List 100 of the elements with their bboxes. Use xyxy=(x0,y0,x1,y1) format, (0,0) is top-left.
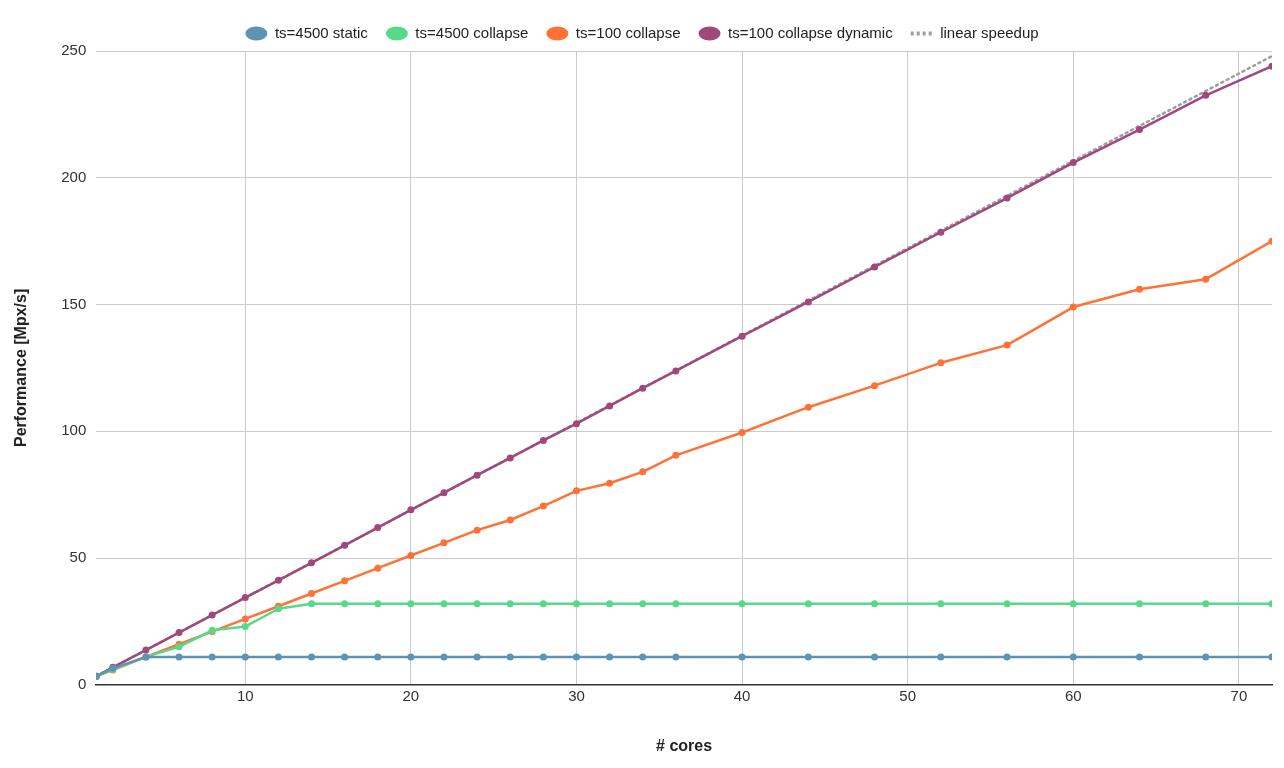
point xyxy=(539,600,547,608)
point xyxy=(804,403,812,411)
point xyxy=(1069,159,1077,167)
legend-label: ts=4500 collapse xyxy=(415,23,529,41)
point xyxy=(539,436,547,444)
point xyxy=(506,600,514,608)
point xyxy=(374,653,382,661)
legend-label: ts=4500 static xyxy=(274,23,369,41)
point xyxy=(241,594,249,602)
point xyxy=(539,653,547,661)
point xyxy=(572,653,580,661)
y-axis-title: Performance [Mpx/s] xyxy=(12,288,30,448)
point xyxy=(1202,600,1210,608)
point xyxy=(937,600,945,608)
point xyxy=(606,600,614,608)
point xyxy=(572,420,580,428)
point xyxy=(606,402,614,410)
point xyxy=(506,653,514,661)
point xyxy=(1003,194,1011,202)
point xyxy=(241,622,249,630)
point xyxy=(738,600,746,608)
x-tick-label: 70 xyxy=(1230,686,1248,704)
point xyxy=(1003,653,1011,661)
point xyxy=(937,653,945,661)
x-axis-title: # cores xyxy=(656,736,713,754)
point xyxy=(606,653,614,661)
y-tick-label: 250 xyxy=(61,41,87,59)
point xyxy=(937,228,945,236)
point xyxy=(572,600,580,608)
point xyxy=(506,454,514,462)
point xyxy=(473,600,481,608)
point xyxy=(672,600,680,608)
point xyxy=(1136,600,1144,608)
legend-label: linear speedup xyxy=(940,23,1039,41)
y-tick-label: 100 xyxy=(61,421,87,439)
point xyxy=(804,298,812,306)
y-tick-label: 0 xyxy=(77,674,87,692)
point xyxy=(473,526,481,534)
x-tick-label: 40 xyxy=(733,686,751,704)
point xyxy=(374,600,382,608)
point xyxy=(871,263,879,271)
point xyxy=(1136,653,1144,661)
x-tick-label: 60 xyxy=(1064,686,1082,704)
point xyxy=(142,646,150,654)
point xyxy=(1003,341,1011,349)
point xyxy=(374,524,382,532)
point xyxy=(341,600,349,608)
point xyxy=(407,506,415,514)
legend-label: ts=100 collapse xyxy=(575,23,681,41)
point xyxy=(308,600,316,608)
point xyxy=(1202,653,1210,661)
point xyxy=(539,502,547,510)
point xyxy=(1136,285,1144,293)
point xyxy=(804,653,812,661)
point xyxy=(440,539,448,547)
point xyxy=(1136,126,1144,134)
point xyxy=(506,516,514,524)
point xyxy=(1202,91,1210,99)
point xyxy=(440,600,448,608)
point xyxy=(473,471,481,479)
point xyxy=(440,653,448,661)
point xyxy=(639,653,647,661)
point xyxy=(407,653,415,661)
point xyxy=(241,653,249,661)
x-tick-label: 20 xyxy=(402,686,420,704)
point xyxy=(672,451,680,459)
point xyxy=(1069,653,1077,661)
point xyxy=(208,653,216,661)
point xyxy=(175,653,183,661)
point xyxy=(572,487,580,495)
point xyxy=(672,653,680,661)
point xyxy=(407,600,415,608)
point xyxy=(241,615,249,623)
point xyxy=(1003,600,1011,608)
point xyxy=(1202,275,1210,283)
point xyxy=(374,564,382,572)
point xyxy=(1069,600,1077,608)
point xyxy=(639,384,647,392)
point xyxy=(871,382,879,390)
point xyxy=(804,600,812,608)
point xyxy=(639,468,647,476)
point xyxy=(871,600,879,608)
point xyxy=(937,359,945,367)
point xyxy=(440,489,448,497)
y-tick-label: 50 xyxy=(69,548,87,566)
point xyxy=(341,653,349,661)
legend-label: ts=100 collapse dynamic xyxy=(728,23,894,41)
point xyxy=(341,577,349,585)
y-tick-label: 150 xyxy=(61,294,87,312)
point xyxy=(308,590,316,598)
point xyxy=(738,429,746,437)
point xyxy=(871,653,879,661)
point xyxy=(274,653,282,661)
point xyxy=(274,576,282,584)
point xyxy=(208,611,216,619)
point xyxy=(341,541,349,549)
point xyxy=(606,479,614,487)
point xyxy=(672,367,680,375)
point xyxy=(738,653,746,661)
point xyxy=(308,653,316,661)
